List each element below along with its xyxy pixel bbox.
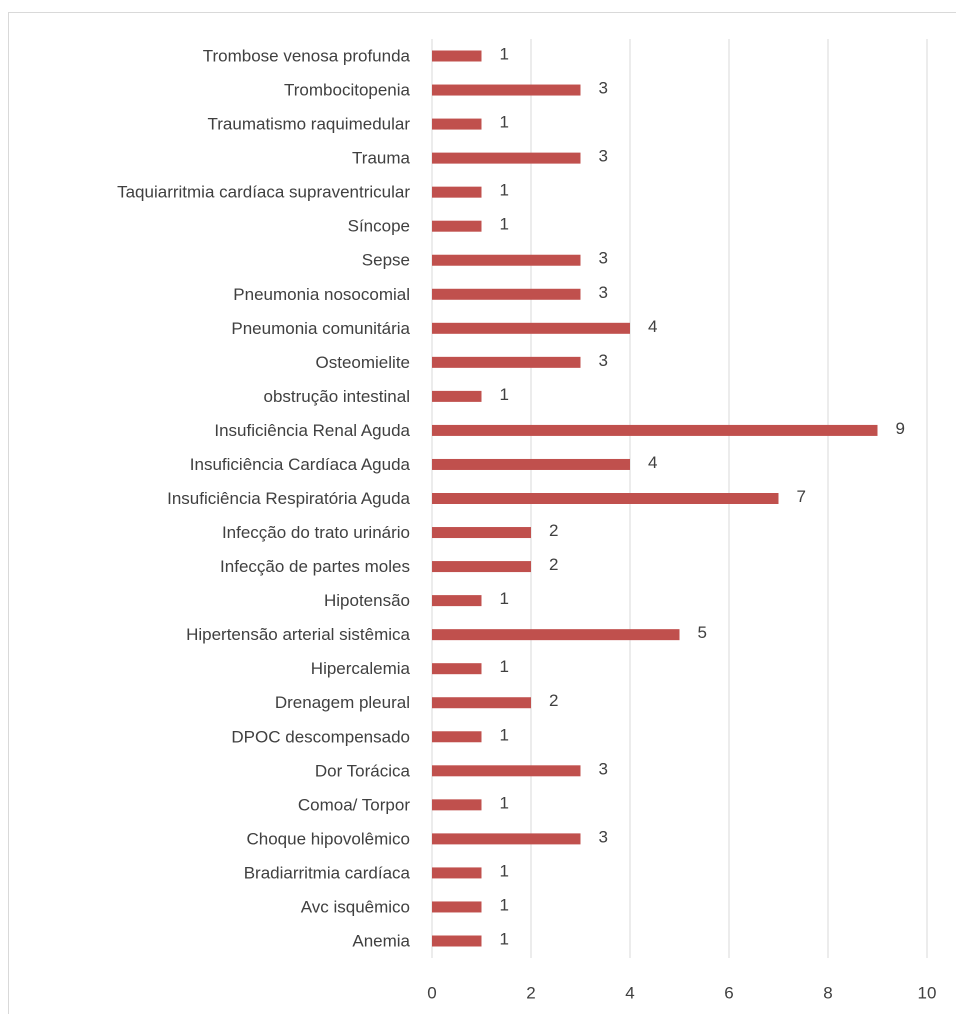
- y-tick-label: Comoa/ Torpor: [298, 795, 410, 814]
- bar: [432, 595, 482, 607]
- bar: [432, 901, 482, 913]
- bar: [432, 629, 680, 641]
- bar: [432, 50, 482, 62]
- y-tick-label: Síncope: [348, 217, 410, 236]
- x-tick-label: 8: [823, 983, 832, 1002]
- data-label: 7: [797, 487, 806, 506]
- data-label: 9: [896, 419, 905, 438]
- data-label: 4: [648, 317, 657, 336]
- y-tick-label: Pneumonia comunitária: [231, 319, 410, 338]
- data-label: 1: [500, 725, 509, 744]
- bar: [432, 458, 630, 470]
- data-label: 2: [549, 691, 558, 710]
- data-label: 3: [599, 283, 608, 302]
- data-label: 3: [599, 249, 608, 268]
- bar: [432, 322, 630, 334]
- data-label: 3: [599, 147, 608, 166]
- data-label: 5: [698, 623, 707, 642]
- y-tick-label: Trombocitopenia: [284, 81, 411, 100]
- bar: [432, 527, 531, 539]
- y-tick-label: Traumatismo raquimedular: [208, 115, 411, 134]
- y-tick-label: Insuficiência Cardíaca Aguda: [190, 455, 411, 474]
- y-tick-label: Insuficiência Respiratória Aguda: [167, 489, 410, 508]
- y-tick-label: Dor Torácica: [315, 761, 411, 780]
- y-tick-label: Hipotensão: [324, 591, 410, 610]
- bar: [432, 799, 482, 811]
- data-label: 1: [500, 44, 509, 63]
- y-tick-label: Bradiarritmia cardíaca: [244, 863, 411, 882]
- y-tick-label: Taquiarritmia cardíaca supraventricular: [117, 183, 410, 202]
- y-tick-label: obstrução intestinal: [264, 387, 410, 406]
- x-tick-label: 2: [526, 983, 535, 1002]
- y-tick-label: Hipercalemia: [311, 659, 411, 678]
- bar: [432, 663, 482, 675]
- x-tick-label: 4: [625, 983, 634, 1002]
- y-tick-label: Choque hipovolêmico: [247, 829, 411, 848]
- data-label: 2: [549, 555, 558, 574]
- data-label: 1: [500, 113, 509, 132]
- y-tick-label: Osteomielite: [316, 353, 410, 372]
- data-label: 2: [549, 521, 558, 540]
- data-label: 1: [500, 657, 509, 676]
- bar: [432, 935, 482, 947]
- data-label: 3: [599, 759, 608, 778]
- data-label: 1: [500, 929, 509, 948]
- bar: [432, 254, 581, 266]
- bar: [432, 833, 581, 845]
- data-label: 1: [500, 215, 509, 234]
- y-tick-label: Infecção de partes moles: [220, 557, 410, 576]
- y-tick-label: Infecção do trato urinário: [222, 523, 410, 542]
- data-label: 3: [599, 827, 608, 846]
- bar: [432, 697, 531, 709]
- y-tick-label: Insuficiência Renal Aguda: [214, 421, 410, 440]
- bar: [432, 731, 482, 743]
- data-label: 4: [648, 453, 657, 472]
- bar: [432, 118, 482, 130]
- data-label: 1: [500, 793, 509, 812]
- chart-frame: [8, 12, 956, 1014]
- bar: [432, 220, 482, 232]
- bar: [432, 390, 482, 402]
- bar: [432, 288, 581, 300]
- bar: [432, 765, 581, 777]
- bar: [432, 561, 531, 573]
- data-label: 1: [500, 861, 509, 880]
- data-label: 3: [599, 351, 608, 370]
- bar: [432, 867, 482, 879]
- y-tick-label: DPOC descompensado: [231, 727, 410, 746]
- data-label: 1: [500, 895, 509, 914]
- y-tick-label: Avc isquêmico: [301, 897, 410, 916]
- x-tick-label: 6: [724, 983, 733, 1002]
- y-tick-label: Drenagem pleural: [275, 693, 410, 712]
- bar: [432, 152, 581, 164]
- data-label: 1: [500, 385, 509, 404]
- y-tick-label: Sepse: [362, 251, 410, 270]
- x-tick-label: 0: [427, 983, 436, 1002]
- data-label: 3: [599, 79, 608, 98]
- bar: [432, 186, 482, 198]
- bar: [432, 493, 779, 504]
- y-tick-label: Pneumonia nosocomial: [233, 285, 410, 304]
- y-tick-label: Anemia: [352, 931, 410, 950]
- y-tick-label: Trauma: [352, 149, 410, 168]
- y-tick-label: Trombose venosa profunda: [203, 46, 411, 65]
- y-tick-label: Hipertensão arterial sistêmica: [186, 625, 410, 644]
- x-tick-label: 10: [918, 983, 937, 1002]
- bar: [432, 356, 581, 368]
- data-label: 1: [500, 181, 509, 200]
- bar: [432, 424, 878, 436]
- bar: [432, 84, 581, 96]
- data-label: 1: [500, 589, 509, 608]
